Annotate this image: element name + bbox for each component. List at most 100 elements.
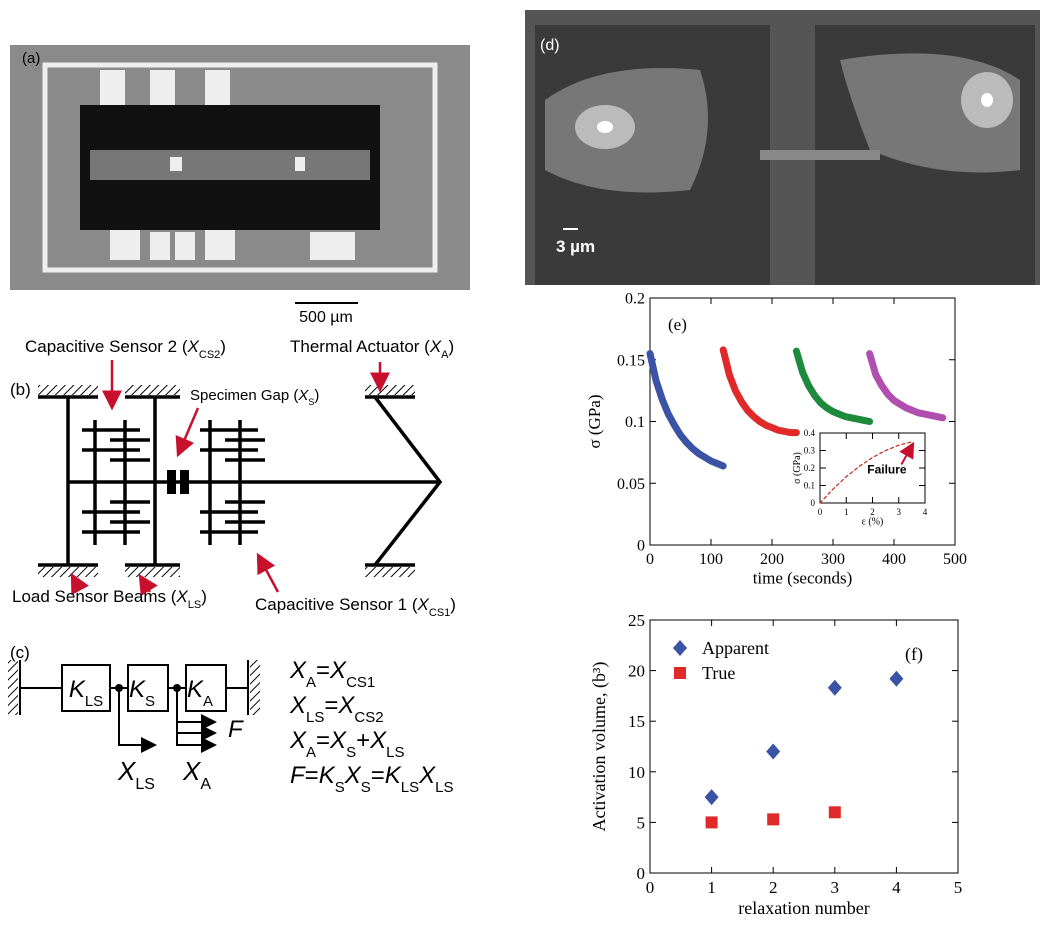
symbol: X xyxy=(337,692,355,719)
y-tick-label: 15 xyxy=(628,712,645,731)
callout: Specimen Gap (XS) xyxy=(190,387,319,407)
spring-label: KLS xyxy=(69,676,103,710)
marker xyxy=(767,813,779,825)
annotation: Failure xyxy=(867,462,907,476)
symbol: X xyxy=(289,692,307,719)
legend-marker xyxy=(674,667,686,679)
subscript: CS2 xyxy=(199,349,220,361)
symbol: K xyxy=(129,676,146,703)
callout-text: Specimen Gap ( xyxy=(190,387,298,404)
symbol: F xyxy=(290,762,306,789)
symbol: X xyxy=(369,727,387,754)
y-tick-label: 0.05 xyxy=(617,476,645,493)
panel-label: (c) xyxy=(10,643,30,662)
y-tick-label: 0.4 xyxy=(804,428,816,438)
x-tick-label: 4 xyxy=(923,507,928,517)
x-tick-label: 2 xyxy=(769,878,778,897)
chart: 0123450510152025relaxation numberActivat… xyxy=(589,611,962,918)
symbol: X xyxy=(117,756,137,786)
callout-text: ) xyxy=(220,337,226,356)
symbol: X xyxy=(329,727,347,754)
symbol: X xyxy=(429,337,442,356)
symbol: X xyxy=(344,762,362,789)
y-axis-label: σ (GPa) xyxy=(792,452,803,484)
subscript: S xyxy=(335,779,345,796)
symbol: X xyxy=(289,657,307,684)
x-axis-label: relaxation number xyxy=(738,898,869,918)
subscript: S xyxy=(361,779,371,796)
callout-text: Capacitive Sensor 2 ( xyxy=(25,337,188,356)
x-tick-label: 4 xyxy=(892,878,901,897)
y-tick-label: 0 xyxy=(637,538,645,555)
callout-text: ) xyxy=(450,595,456,614)
scale-bar-label: 500 µm xyxy=(299,309,353,326)
symbol: = xyxy=(316,657,330,684)
sem-image-d xyxy=(525,10,1040,285)
callout: Capacitive Sensor 2 (XCS2) xyxy=(25,337,226,361)
subscript: CS1 xyxy=(429,607,450,619)
panel-label: (f) xyxy=(905,644,923,665)
callout: Capacitive Sensor 1 (XCS1) xyxy=(255,595,456,619)
symbol: X xyxy=(187,337,200,356)
symbol: K xyxy=(69,676,86,703)
symbol: K xyxy=(187,676,204,703)
y-axis-label: Activation volume, (b³) xyxy=(589,662,610,832)
y-tick-label: 0.1 xyxy=(804,481,815,491)
y-axis-label: σ (GPa) xyxy=(585,394,604,448)
y-tick-label: 0.2 xyxy=(804,463,815,473)
y-tick-label: 0 xyxy=(811,498,816,508)
x-tick-label: 200 xyxy=(760,551,784,568)
callout-text: Thermal Actuator ( xyxy=(290,337,430,356)
x-tick-label: 1 xyxy=(844,507,849,517)
sem-image-a xyxy=(10,45,470,290)
displacement-label: XLS xyxy=(117,756,155,793)
symbol: = xyxy=(324,692,338,719)
subscript: S xyxy=(346,744,356,761)
y-tick-label: 10 xyxy=(628,763,645,782)
subscript: LS xyxy=(386,744,404,761)
x-tick-label: 1 xyxy=(707,878,716,897)
x-tick-label: 400 xyxy=(882,551,906,568)
subscript: LS xyxy=(188,599,201,611)
symbol: X xyxy=(418,762,436,789)
subscript: LS xyxy=(135,776,155,793)
symbol: = xyxy=(305,762,319,789)
symbol: K xyxy=(385,762,402,789)
y-tick-label: 5 xyxy=(637,813,646,832)
legend-label: True xyxy=(702,663,735,683)
y-tick-label: 25 xyxy=(628,611,645,630)
subscript: CS2 xyxy=(354,709,383,726)
x-tick-label: 3 xyxy=(897,507,902,517)
y-tick-label: 0.1 xyxy=(625,414,645,431)
legend-label: Apparent xyxy=(702,638,769,658)
x-tick-label: 2 xyxy=(870,507,875,517)
subscript: A xyxy=(306,674,316,691)
subscript: A xyxy=(200,776,211,793)
symbol: X xyxy=(329,657,347,684)
panel-label: (a) xyxy=(22,50,40,67)
x-axis-label: time (seconds) xyxy=(753,568,853,587)
x-tick-label: 100 xyxy=(699,551,723,568)
scale-bar-label: 3 µm xyxy=(556,237,595,256)
panel-label: (e) xyxy=(668,315,687,334)
panel-label: (d) xyxy=(540,37,560,54)
symbol: = xyxy=(371,762,385,789)
y-tick-label: 0.2 xyxy=(625,291,645,308)
symbol: + xyxy=(356,727,370,754)
marker xyxy=(706,816,718,828)
callout-text: Capacitive Sensor 1 ( xyxy=(255,595,418,614)
subscript: LS xyxy=(306,709,324,726)
symbol: X xyxy=(289,727,307,754)
callout-text: Load Sensor Beams ( xyxy=(12,587,177,606)
y-tick-label: 0 xyxy=(637,864,646,883)
spring-label: KS xyxy=(129,676,155,710)
y-tick-label: 0.15 xyxy=(617,352,645,369)
callout-text: ) xyxy=(201,587,207,606)
callout-text: ) xyxy=(314,387,319,404)
x-tick-label: 0 xyxy=(646,878,655,897)
x-tick-label: 3 xyxy=(831,878,840,897)
x-tick-label: 300 xyxy=(821,551,845,568)
callout-text: ) xyxy=(449,337,455,356)
equation: XA=XS+XLS xyxy=(289,727,404,761)
spring-label: KA xyxy=(187,676,213,710)
